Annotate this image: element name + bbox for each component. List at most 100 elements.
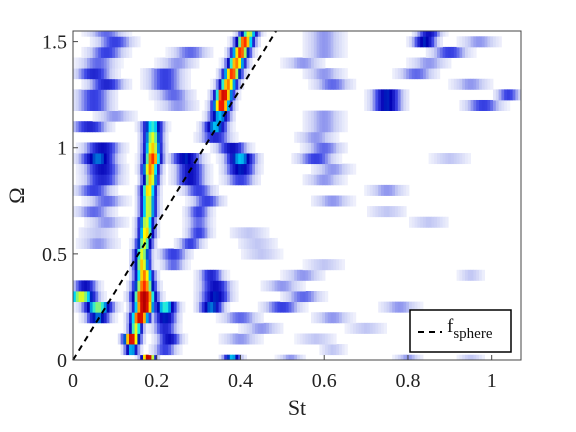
heatmap-cell	[341, 36, 345, 48]
heatmap-cell	[98, 301, 102, 313]
heatmap-cell	[224, 89, 228, 101]
heatmap-cell	[437, 31, 441, 37]
heatmap-cell	[333, 174, 337, 186]
heatmap-cell	[106, 301, 110, 313]
heatmap-cell	[159, 184, 163, 196]
heatmap-cell	[330, 163, 334, 175]
heatmap-cell	[201, 280, 205, 292]
heatmap-cell	[120, 46, 124, 58]
heatmap-cell	[112, 36, 116, 48]
heatmap-cell	[115, 110, 119, 122]
heatmap-cell	[249, 36, 253, 48]
heatmap-cell	[117, 163, 121, 175]
heatmap-cell	[241, 163, 245, 175]
heatmap-cell	[176, 174, 180, 186]
heatmap-cell	[243, 312, 247, 324]
heatmap-cell	[451, 78, 455, 90]
heatmap-cell	[353, 195, 357, 207]
heatmap-cell	[305, 68, 309, 80]
heatmap-cell	[316, 31, 320, 37]
heatmap-cell	[330, 153, 334, 165]
heatmap-cell	[193, 301, 197, 313]
heatmap-cell	[414, 57, 418, 69]
heatmap-cell	[241, 36, 245, 48]
heatmap-cell	[246, 237, 250, 249]
heatmap-cell	[325, 68, 329, 80]
heatmap-cell	[131, 269, 135, 281]
heatmap-cell	[311, 68, 315, 80]
heatmap-cell	[162, 163, 166, 175]
heatmap-cell	[490, 78, 494, 90]
heatmap-cell	[109, 89, 113, 101]
heatmap-cell	[87, 291, 91, 303]
heatmap-cell	[112, 78, 116, 90]
heatmap-cell	[280, 269, 284, 281]
heatmap-cell	[98, 312, 102, 324]
heatmap-cell	[397, 354, 401, 361]
heatmap-cell	[131, 322, 135, 334]
heatmap-cell	[210, 269, 214, 281]
heatmap-cell	[210, 174, 214, 186]
heatmap-cell	[504, 99, 508, 111]
heatmap-cell	[291, 291, 295, 303]
heatmap-cell	[131, 110, 135, 122]
heatmap-cell	[81, 153, 85, 165]
heatmap-cell	[336, 142, 340, 154]
heatmap-cell	[106, 184, 110, 196]
heatmap-cell	[330, 344, 334, 356]
heatmap-cell	[442, 46, 446, 58]
heatmap-cell	[297, 57, 301, 69]
heatmap-cell	[145, 216, 149, 228]
heatmap-cell	[235, 333, 239, 345]
heatmap-cell	[112, 46, 116, 58]
heatmap-cell	[187, 216, 191, 228]
heatmap-cell	[98, 99, 102, 111]
heatmap-cell	[473, 36, 477, 48]
heatmap-cell	[229, 227, 233, 239]
heatmap-cell	[227, 354, 231, 361]
heatmap-cell	[445, 57, 449, 69]
heatmap-cell	[157, 153, 161, 165]
heatmap-cell	[229, 142, 233, 154]
heatmap-cell	[115, 216, 119, 228]
heatmap-cell	[199, 237, 203, 249]
heatmap-cell	[168, 312, 172, 324]
heatmap-cell	[201, 184, 205, 196]
heatmap-cell	[221, 312, 225, 324]
heatmap-cell	[187, 195, 191, 207]
heatmap-cell	[92, 142, 96, 154]
heatmap-cell	[213, 131, 217, 143]
heatmap-cell	[465, 46, 469, 58]
heatmap-cell	[392, 68, 396, 80]
heatmap-cell	[140, 227, 144, 239]
heatmap-cell	[367, 89, 371, 101]
heatmap-cell	[145, 322, 149, 334]
plot-area-frame	[72, 30, 522, 361]
heatmap-cell	[201, 131, 205, 143]
heatmap-cell	[420, 31, 424, 37]
heatmap-cell	[241, 237, 245, 249]
heatmap-cell	[392, 184, 396, 196]
heatmap-cell	[395, 206, 399, 218]
heatmap-cell	[193, 216, 197, 228]
heatmap-cell	[249, 46, 253, 58]
heatmap-cell	[75, 301, 79, 313]
heatmap-cell	[232, 110, 236, 122]
heatmap-cell	[87, 312, 91, 324]
heatmap-cell	[243, 57, 247, 69]
heatmap-cell	[311, 36, 315, 48]
heatmap-cell	[327, 68, 331, 80]
heatmap-cell	[162, 99, 166, 111]
heatmap-cell	[425, 46, 429, 58]
heatmap-cell	[325, 110, 329, 122]
heatmap-cell	[185, 68, 189, 80]
heatmap-cell	[78, 227, 82, 239]
heatmap-cell	[84, 280, 88, 292]
heatmap-cell	[333, 121, 337, 133]
heatmap-cell	[187, 174, 191, 186]
heatmap-cell	[325, 344, 329, 356]
heatmap-cell	[316, 131, 320, 143]
heatmap-cell	[84, 46, 88, 58]
heatmap-cell	[322, 142, 326, 154]
heatmap-cell	[386, 184, 390, 196]
